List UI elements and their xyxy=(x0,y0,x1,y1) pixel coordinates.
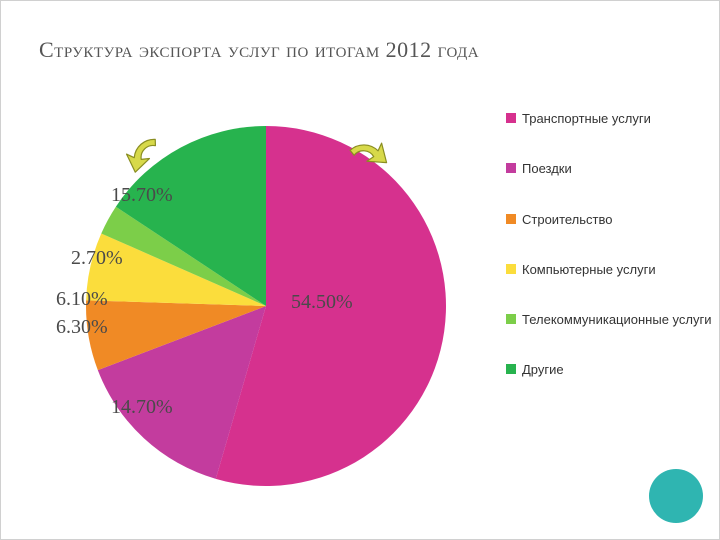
page-title: Структура экспорта услуг по итогам 2012 … xyxy=(39,37,479,63)
legend-swatch xyxy=(506,163,516,173)
legend-label: Другие xyxy=(522,362,564,378)
legend-item-computer: Компьютерные услуги xyxy=(506,262,716,278)
slide: Структура экспорта услуг по итогам 2012 … xyxy=(0,0,720,540)
legend-swatch xyxy=(506,264,516,274)
pie-svg xyxy=(81,121,451,491)
legend-swatch xyxy=(506,113,516,123)
teal-dot-icon xyxy=(649,469,703,523)
legend-label: Телекоммуникационные услуги xyxy=(522,312,711,328)
legend-label: Поездки xyxy=(522,161,572,177)
legend-swatch xyxy=(506,314,516,324)
legend-label: Транспортные услуги xyxy=(522,111,651,127)
legend-item-construction: Строительство xyxy=(506,212,716,228)
legend-item-trips: Поездки xyxy=(506,161,716,177)
legend: Транспортные услуги Поездки Строительств… xyxy=(506,111,716,413)
legend-label: Строительство xyxy=(522,212,612,228)
pie-chart xyxy=(81,121,451,491)
legend-swatch xyxy=(506,364,516,374)
legend-swatch xyxy=(506,214,516,224)
legend-item-other: Другие xyxy=(506,362,716,378)
legend-item-transport: Транспортные услуги xyxy=(506,111,716,127)
legend-label: Компьютерные услуги xyxy=(522,262,656,278)
legend-item-telecom: Телекоммуникационные услуги xyxy=(506,312,716,328)
